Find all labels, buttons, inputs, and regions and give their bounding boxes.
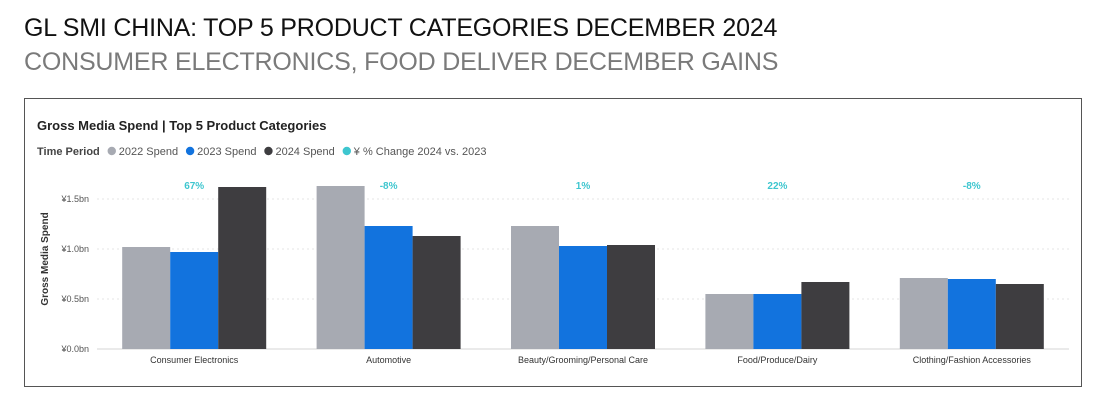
- y-tick-label: ¥0.0bn: [60, 344, 89, 354]
- bar-2-3: [412, 236, 461, 349]
- bar-chart: Gross Media Spend | Top 5 Product Catego…: [37, 118, 1069, 365]
- bars: [122, 186, 1044, 349]
- legend: Time Period 2022 Spend 2023 Spend 2024 Spe…: [37, 146, 487, 158]
- bar-3-2: [559, 246, 607, 349]
- legend-label-4: ¥ % Change 2024 vs. 2023: [353, 146, 487, 158]
- y-tick-label: ¥1.0bn: [60, 244, 89, 254]
- chart-title: Gross Media Spend | Top 5 Product Catego…: [37, 118, 326, 133]
- category-label-2: Automotive: [366, 355, 411, 365]
- bar-2-1: [316, 186, 365, 349]
- bar-3-1: [511, 226, 559, 349]
- y-tick-label: ¥1.5bn: [60, 194, 89, 204]
- bar-5-1: [899, 278, 948, 349]
- bar-2-2: [364, 226, 413, 349]
- change-label-2: -8%: [380, 181, 398, 192]
- bar-1-1: [122, 247, 171, 349]
- legend-marker-4: [342, 146, 351, 156]
- chart-panel: Gross Media Spend | Top 5 Product Catego…: [24, 98, 1082, 387]
- legend-label-3: 2024 Spend: [275, 146, 334, 158]
- bar-1-2: [170, 252, 219, 349]
- bar-4-3: [801, 282, 850, 349]
- change-label-1: 67%: [184, 181, 204, 192]
- y-axis-ticks: ¥0.0bn ¥0.5bn ¥1.0bn ¥1.5bn: [60, 194, 89, 354]
- legend-marker-2: [185, 146, 195, 156]
- legend-label-1: 2022 Spend: [119, 146, 178, 158]
- change-label-5: -8%: [963, 181, 981, 192]
- change-labels: 67% -8% 1% 22% -8%: [184, 181, 981, 192]
- subheadline: CONSUMER ELECTRONICS, FOOD DELIVER DECEM…: [24, 48, 779, 76]
- legend-label-2: 2023 Spend: [197, 146, 256, 158]
- bar-1-3: [218, 187, 267, 349]
- category-label-4: Food/Produce/Dairy: [737, 355, 818, 365]
- legend-title: Time Period: [37, 146, 100, 158]
- bar-3-3: [607, 245, 655, 349]
- x-axis-labels: Consumer Electronics Automotive Beauty/Gro…: [150, 355, 1031, 365]
- y-tick-label: ¥0.5bn: [60, 294, 89, 304]
- legend-marker-1: [107, 146, 116, 156]
- headline: GL SMI CHINA: TOP 5 PRODUCT CATEGORIES D…: [24, 14, 778, 42]
- bar-5-2: [947, 279, 996, 349]
- bar-4-1: [705, 294, 754, 349]
- y-axis-title: Gross Media Spend: [40, 212, 51, 305]
- category-label-5: Clothing/Fashion Accessories: [913, 355, 1032, 365]
- category-label-1: Consumer Electronics: [150, 355, 239, 365]
- change-label-3: 1%: [576, 181, 591, 192]
- category-label-3: Beauty/Grooming/Personal Care: [518, 355, 648, 365]
- bar-4-2: [753, 294, 802, 349]
- change-label-4: 22%: [767, 181, 787, 192]
- legend-marker-3: [264, 146, 273, 156]
- bar-5-3: [995, 284, 1044, 349]
